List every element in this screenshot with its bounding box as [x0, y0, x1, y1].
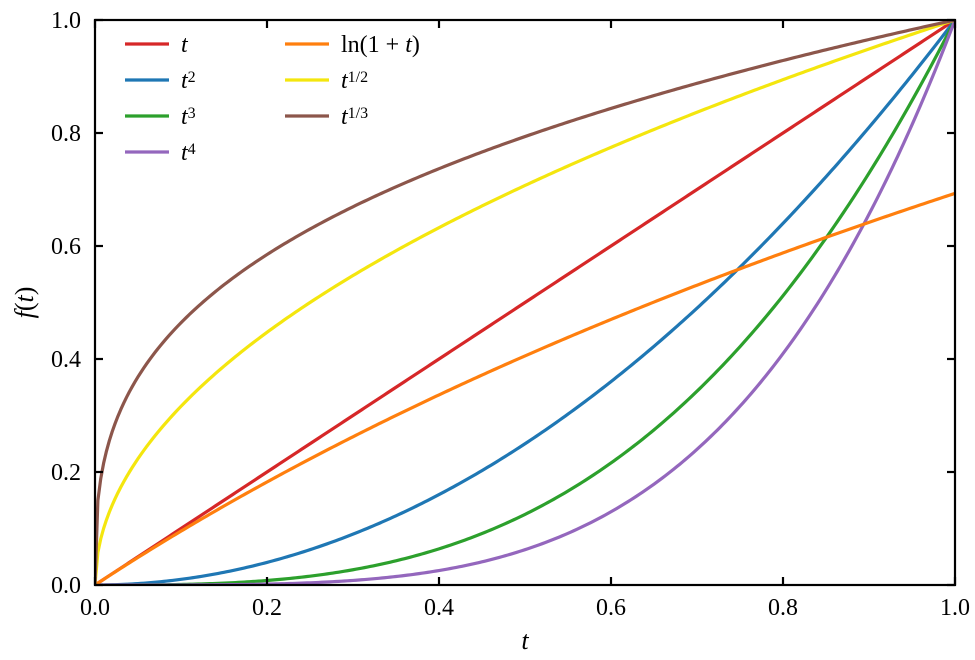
y-tick-label: 0.4: [51, 347, 81, 373]
chart-svg: 0.0 0.2 0.4 0.6 0.8 1.0 0.0 0.2 0.4 0.6 0.8 1.0 t f(t…: [0, 0, 975, 660]
y-tick-label: 0.0: [51, 573, 81, 599]
y-tick-label: 1.0: [51, 8, 81, 34]
x-tick-label: 0.8: [768, 595, 798, 621]
y-tick-label: 0.8: [51, 121, 81, 147]
y-tick-label: 0.6: [51, 234, 81, 260]
x-axis-label: t: [521, 626, 529, 655]
x-tick-label: 1.0: [940, 595, 970, 621]
y-axis-label: f(t): [10, 287, 39, 319]
x-tick-label: 0.6: [596, 595, 626, 621]
legend-label-ln1t: ln(1 + t): [341, 32, 420, 58]
x-tick-label: 0.2: [252, 595, 282, 621]
function-plot: 0.0 0.2 0.4 0.6 0.8 1.0 0.0 0.2 0.4 0.6 0.8 1.0 t f(t…: [0, 0, 975, 660]
x-tick-label: 0.0: [80, 595, 110, 621]
y-tick-label: 0.2: [51, 460, 81, 486]
x-tick-label: 0.4: [424, 595, 454, 621]
